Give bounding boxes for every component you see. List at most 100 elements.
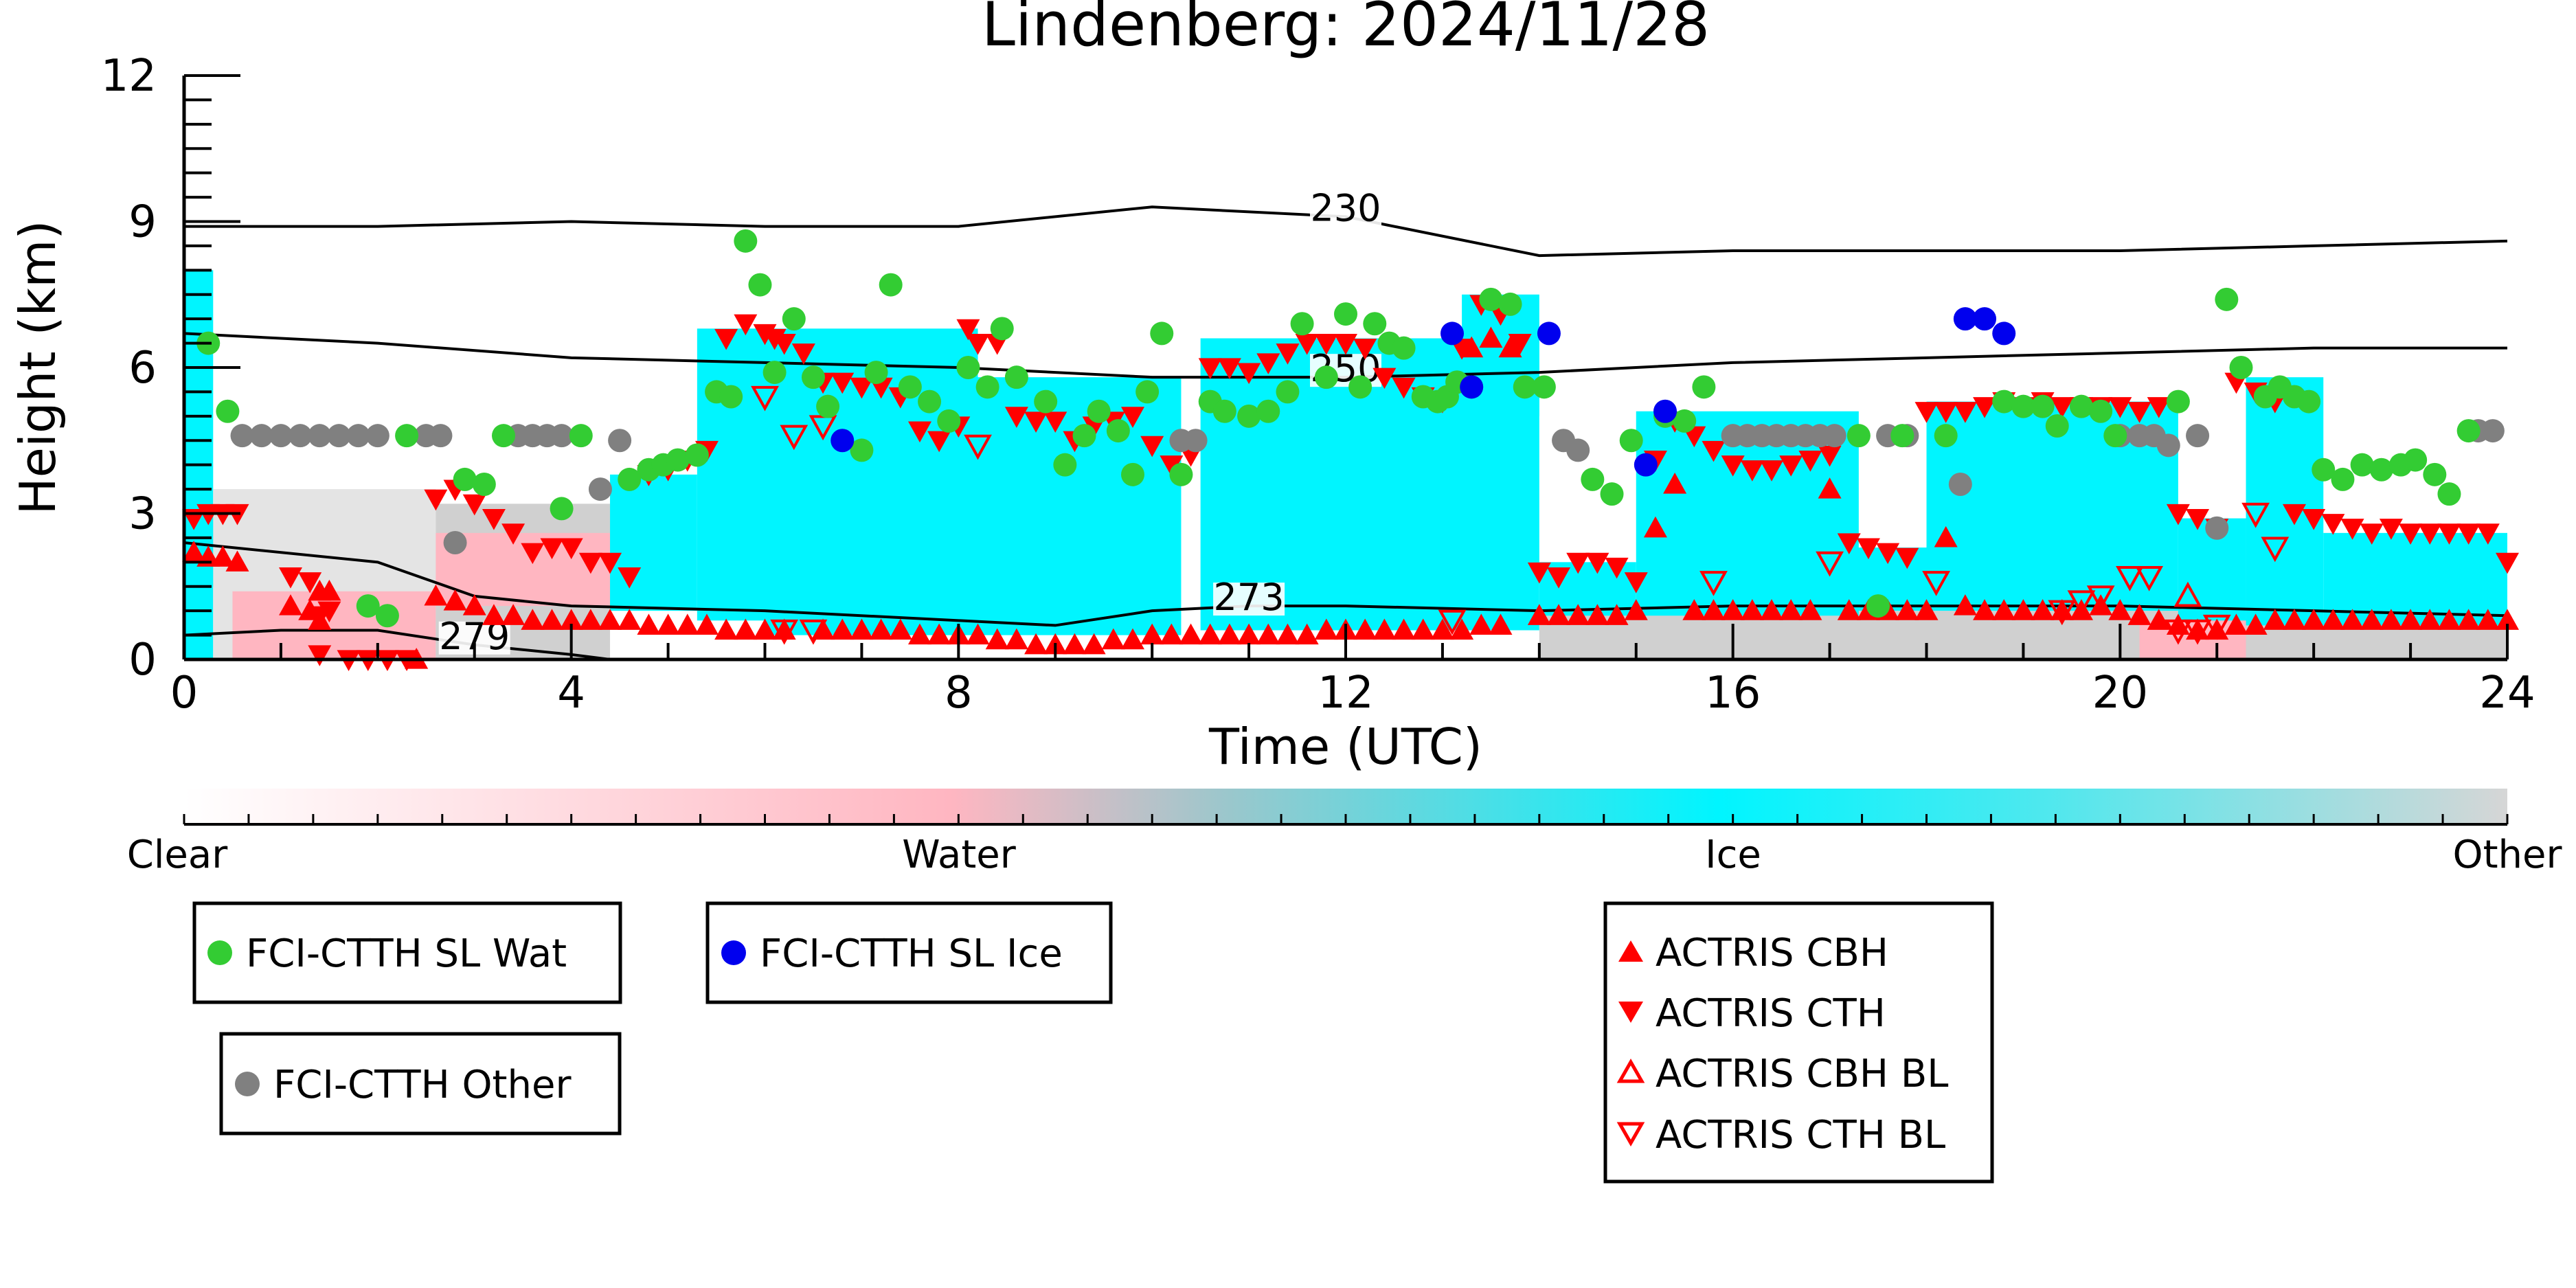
legend-label: ACTRIS CBH BL bbox=[1656, 1052, 1948, 1096]
point-actris-cbh bbox=[2186, 618, 2210, 640]
legend-fci-wat: FCI-CTTH SL Wat bbox=[192, 901, 622, 1004]
legend-fci-other: FCI-CTTH Other bbox=[219, 1032, 622, 1136]
point-actris-cth-bl bbox=[1699, 571, 1728, 596]
point-fci-ctth-sl-wat bbox=[1290, 312, 1314, 336]
colorbar-label-clear: Clear bbox=[127, 833, 228, 877]
colorbar-label-water: Water bbox=[902, 833, 1017, 877]
point-actris-cth bbox=[1547, 567, 1571, 589]
point-fci-ctth-sl-wat bbox=[864, 361, 888, 385]
point-actris-cbh bbox=[1024, 633, 1048, 655]
point-fci-ctth-sl-wat bbox=[666, 448, 690, 472]
point-actris-cth-bl bbox=[2183, 619, 2212, 645]
point-fci-ctth-other bbox=[346, 424, 370, 448]
point-actris-cth bbox=[540, 538, 564, 560]
point-fci-ctth-other bbox=[1948, 473, 1972, 496]
point-fci-ctth-sl-wat bbox=[2045, 414, 2069, 438]
point-fci-ctth-other bbox=[443, 531, 467, 554]
point-actris-cth-bl bbox=[1438, 609, 1467, 635]
point-actris-cbh bbox=[1101, 628, 1125, 650]
point-actris-cth bbox=[1256, 353, 1280, 374]
point-actris-cbh bbox=[2456, 609, 2481, 630]
point-fci-ctth-sl-wat bbox=[453, 467, 477, 491]
point-fci-ctth-sl-ice bbox=[1440, 321, 1465, 346]
point-fci-ctth-sl-wat bbox=[937, 409, 961, 433]
point-fci-ctth-other bbox=[608, 429, 632, 453]
point-actris-cth bbox=[1856, 538, 1880, 560]
point-actris-cbh bbox=[598, 609, 622, 630]
point-actris-cth-bl bbox=[964, 434, 992, 460]
point-actris-cth bbox=[598, 552, 622, 574]
point-actris-cth bbox=[2399, 523, 2423, 545]
y-tick-label: 9 bbox=[128, 197, 157, 248]
point-actris-cbh bbox=[1082, 633, 1106, 655]
point-actris-cbh bbox=[2089, 594, 2113, 615]
point-actris-cth bbox=[1876, 543, 1900, 565]
point-actris-cbh bbox=[1276, 623, 1300, 645]
point-actris-cbh bbox=[482, 604, 506, 625]
point-fci-ctth-sl-ice bbox=[1953, 307, 1977, 331]
point-actris-cbh bbox=[1934, 526, 1958, 547]
legend-label: FCI-CTTH SL Wat bbox=[246, 931, 567, 976]
point-actris-cbh bbox=[1469, 613, 1493, 635]
point-fci-ctth-sl-wat bbox=[816, 394, 840, 418]
point-actris-cth bbox=[1585, 552, 1609, 574]
point-actris-cth bbox=[2496, 552, 2519, 574]
point-actris-cbh bbox=[501, 604, 526, 625]
point-actris-cbh bbox=[1256, 623, 1280, 645]
grey-circle-marker bbox=[235, 1072, 260, 1096]
point-actris-cth-bl bbox=[2164, 619, 2193, 645]
point-actris-cbh bbox=[1498, 336, 1522, 358]
contour-line bbox=[184, 629, 611, 659]
point-fci-ctth-sl-wat bbox=[2423, 462, 2447, 486]
point-actris-cth bbox=[1605, 557, 1629, 579]
point-fci-ctth-sl-wat bbox=[1992, 389, 2016, 414]
contour-label: 273 bbox=[1214, 576, 1285, 619]
point-actris-cbh bbox=[1798, 599, 1822, 620]
point-fci-ctth-sl-wat bbox=[1237, 404, 1261, 428]
point-fci-ctth-sl-wat bbox=[1348, 375, 1372, 399]
point-actris-cth bbox=[521, 543, 545, 565]
point-actris-cbh bbox=[2399, 609, 2423, 630]
point-actris-cth bbox=[2147, 397, 2171, 418]
contour-label-bg bbox=[1310, 193, 1381, 227]
point-fci-ctth-sl-ice bbox=[1537, 321, 1561, 346]
point-fci-ctth-sl-wat bbox=[1136, 380, 1160, 404]
point-actris-cbh bbox=[1140, 623, 1164, 645]
point-actris-cbh bbox=[1450, 618, 1474, 640]
point-actris-cbh bbox=[753, 618, 777, 640]
point-actris-cbh bbox=[2050, 599, 2074, 620]
point-fci-ctth-sl-wat bbox=[1363, 312, 1387, 336]
point-actris-cbh bbox=[2418, 609, 2442, 630]
point-actris-cth bbox=[791, 343, 815, 365]
point-actris-cbh bbox=[225, 550, 249, 572]
point-actris-cbh bbox=[1895, 599, 1919, 620]
point-actris-cbh bbox=[1198, 623, 1222, 645]
point-actris-cbh bbox=[1643, 516, 1667, 538]
point-actris-cth-bl bbox=[1922, 571, 1950, 596]
point-fci-ctth-sl-wat bbox=[216, 399, 240, 423]
point-fci-ctth-other bbox=[2156, 433, 2180, 457]
x-tick-label: 12 bbox=[1318, 668, 1373, 719]
point-fci-ctth-sl-wat bbox=[356, 594, 380, 618]
point-actris-cth bbox=[298, 572, 322, 594]
point-actris-cbh bbox=[2205, 618, 2229, 640]
point-actris-cbh bbox=[888, 618, 912, 640]
point-fci-ctth-other bbox=[550, 424, 574, 448]
point-fci-ctth-sl-wat bbox=[2331, 467, 2355, 491]
point-fci-ctth-sl-wat bbox=[1053, 453, 1077, 477]
point-actris-cth bbox=[2186, 508, 2210, 530]
point-fci-ctth-sl-wat bbox=[762, 361, 787, 385]
point-fci-ctth-other bbox=[249, 424, 273, 448]
point-actris-cbh bbox=[279, 594, 303, 615]
point-actris-cth bbox=[1276, 343, 1300, 365]
point-actris-cth-bl bbox=[2261, 536, 2290, 563]
legend-box bbox=[1603, 901, 1994, 1184]
point-actris-cbh bbox=[424, 584, 448, 606]
point-actris-cbh bbox=[1721, 599, 1745, 620]
colorbar-ticks bbox=[183, 814, 2509, 824]
point-actris-cth bbox=[1237, 363, 1261, 385]
point-actris-cth bbox=[308, 606, 332, 628]
point-actris-cth bbox=[1721, 455, 1745, 477]
point-actris-cth bbox=[462, 494, 486, 516]
point-fci-ctth-sl-wat bbox=[1498, 292, 1522, 316]
